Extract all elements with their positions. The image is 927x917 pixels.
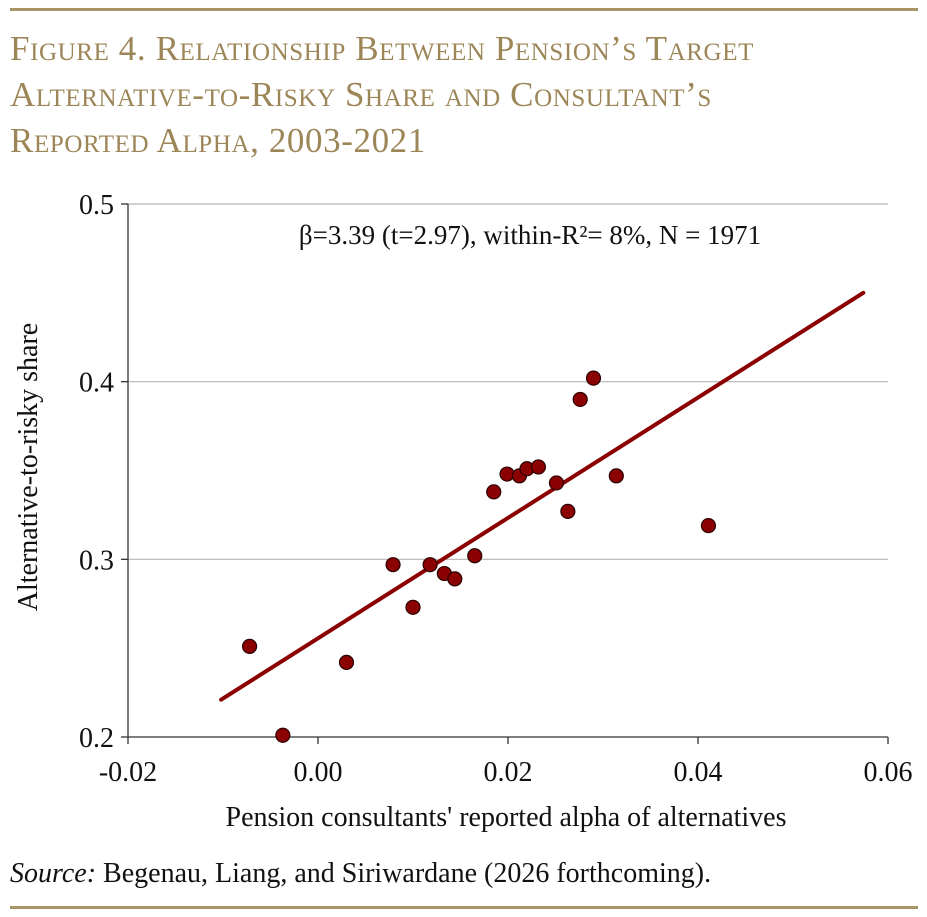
tick-labels: 0.2 0.3 0.4 0.5 -0.02 0.00 0.02 0.04 0.06 [79, 190, 913, 788]
data-point-15 [560, 503, 576, 519]
data-point-1 [275, 727, 291, 743]
data-point-14 [548, 475, 565, 491]
data-point-9 [486, 484, 502, 500]
data-point-0 [242, 638, 258, 654]
data-point-17 [585, 370, 602, 386]
data-point-19 [700, 517, 717, 534]
fit-line [219, 290, 866, 702]
axes [121, 203, 889, 744]
source-note: Source: Begenau, Liang, and Siriwardane … [10, 858, 711, 890]
x-tick-label-3: 0.04 [674, 757, 723, 788]
y-tick-label-3: 0.5 [79, 190, 114, 221]
data-point-5 [422, 557, 438, 573]
data-point-8 [467, 548, 483, 564]
title-line-3: Reported Alpha, 2003-2021 [10, 121, 426, 160]
data-point-10 [499, 466, 515, 482]
x-tick-label-2: 0.02 [484, 757, 533, 788]
data-point-3 [385, 557, 401, 573]
grid-lines [128, 203, 888, 560]
bottom-rule [10, 906, 918, 909]
data-point-4 [405, 599, 421, 615]
data-point-7 [447, 571, 463, 587]
x-tick-label-4: 0.06 [864, 757, 913, 788]
y-tick-label-2: 0.4 [79, 368, 114, 399]
top-rule [10, 8, 918, 11]
source-text: Begenau, Liang, and Siriwardane (2026 fo… [96, 858, 712, 889]
title-line-2: Alternative-to-Risky Share and Consultan… [10, 75, 712, 114]
source-label: Source: [10, 858, 97, 889]
data-point-18 [608, 468, 624, 484]
data-point-2 [338, 654, 355, 670]
data-point-13 [530, 459, 547, 475]
data-points [242, 370, 717, 743]
fit-line-group [219, 290, 866, 702]
figure-title: Figure 4. Relationship Between Pension’s… [10, 26, 915, 164]
regression-annotation: β=3.39 (t=2.97), within-R²= 8%, N = 1971 [299, 220, 761, 250]
y-tick-label-1: 0.3 [79, 545, 114, 576]
y-axis-label: Alternative-to-risky share [13, 323, 44, 611]
data-point-16 [572, 391, 588, 408]
x-tick-label-1: 0.00 [294, 757, 343, 788]
x-axis-label: Pension consultants' reported alpha of a… [226, 802, 787, 833]
title-line-1: Figure 4. Relationship Between Pension’s… [10, 29, 754, 68]
x-tick-label-0: -0.02 [99, 757, 157, 788]
y-tick-label-0: 0.2 [79, 723, 114, 754]
